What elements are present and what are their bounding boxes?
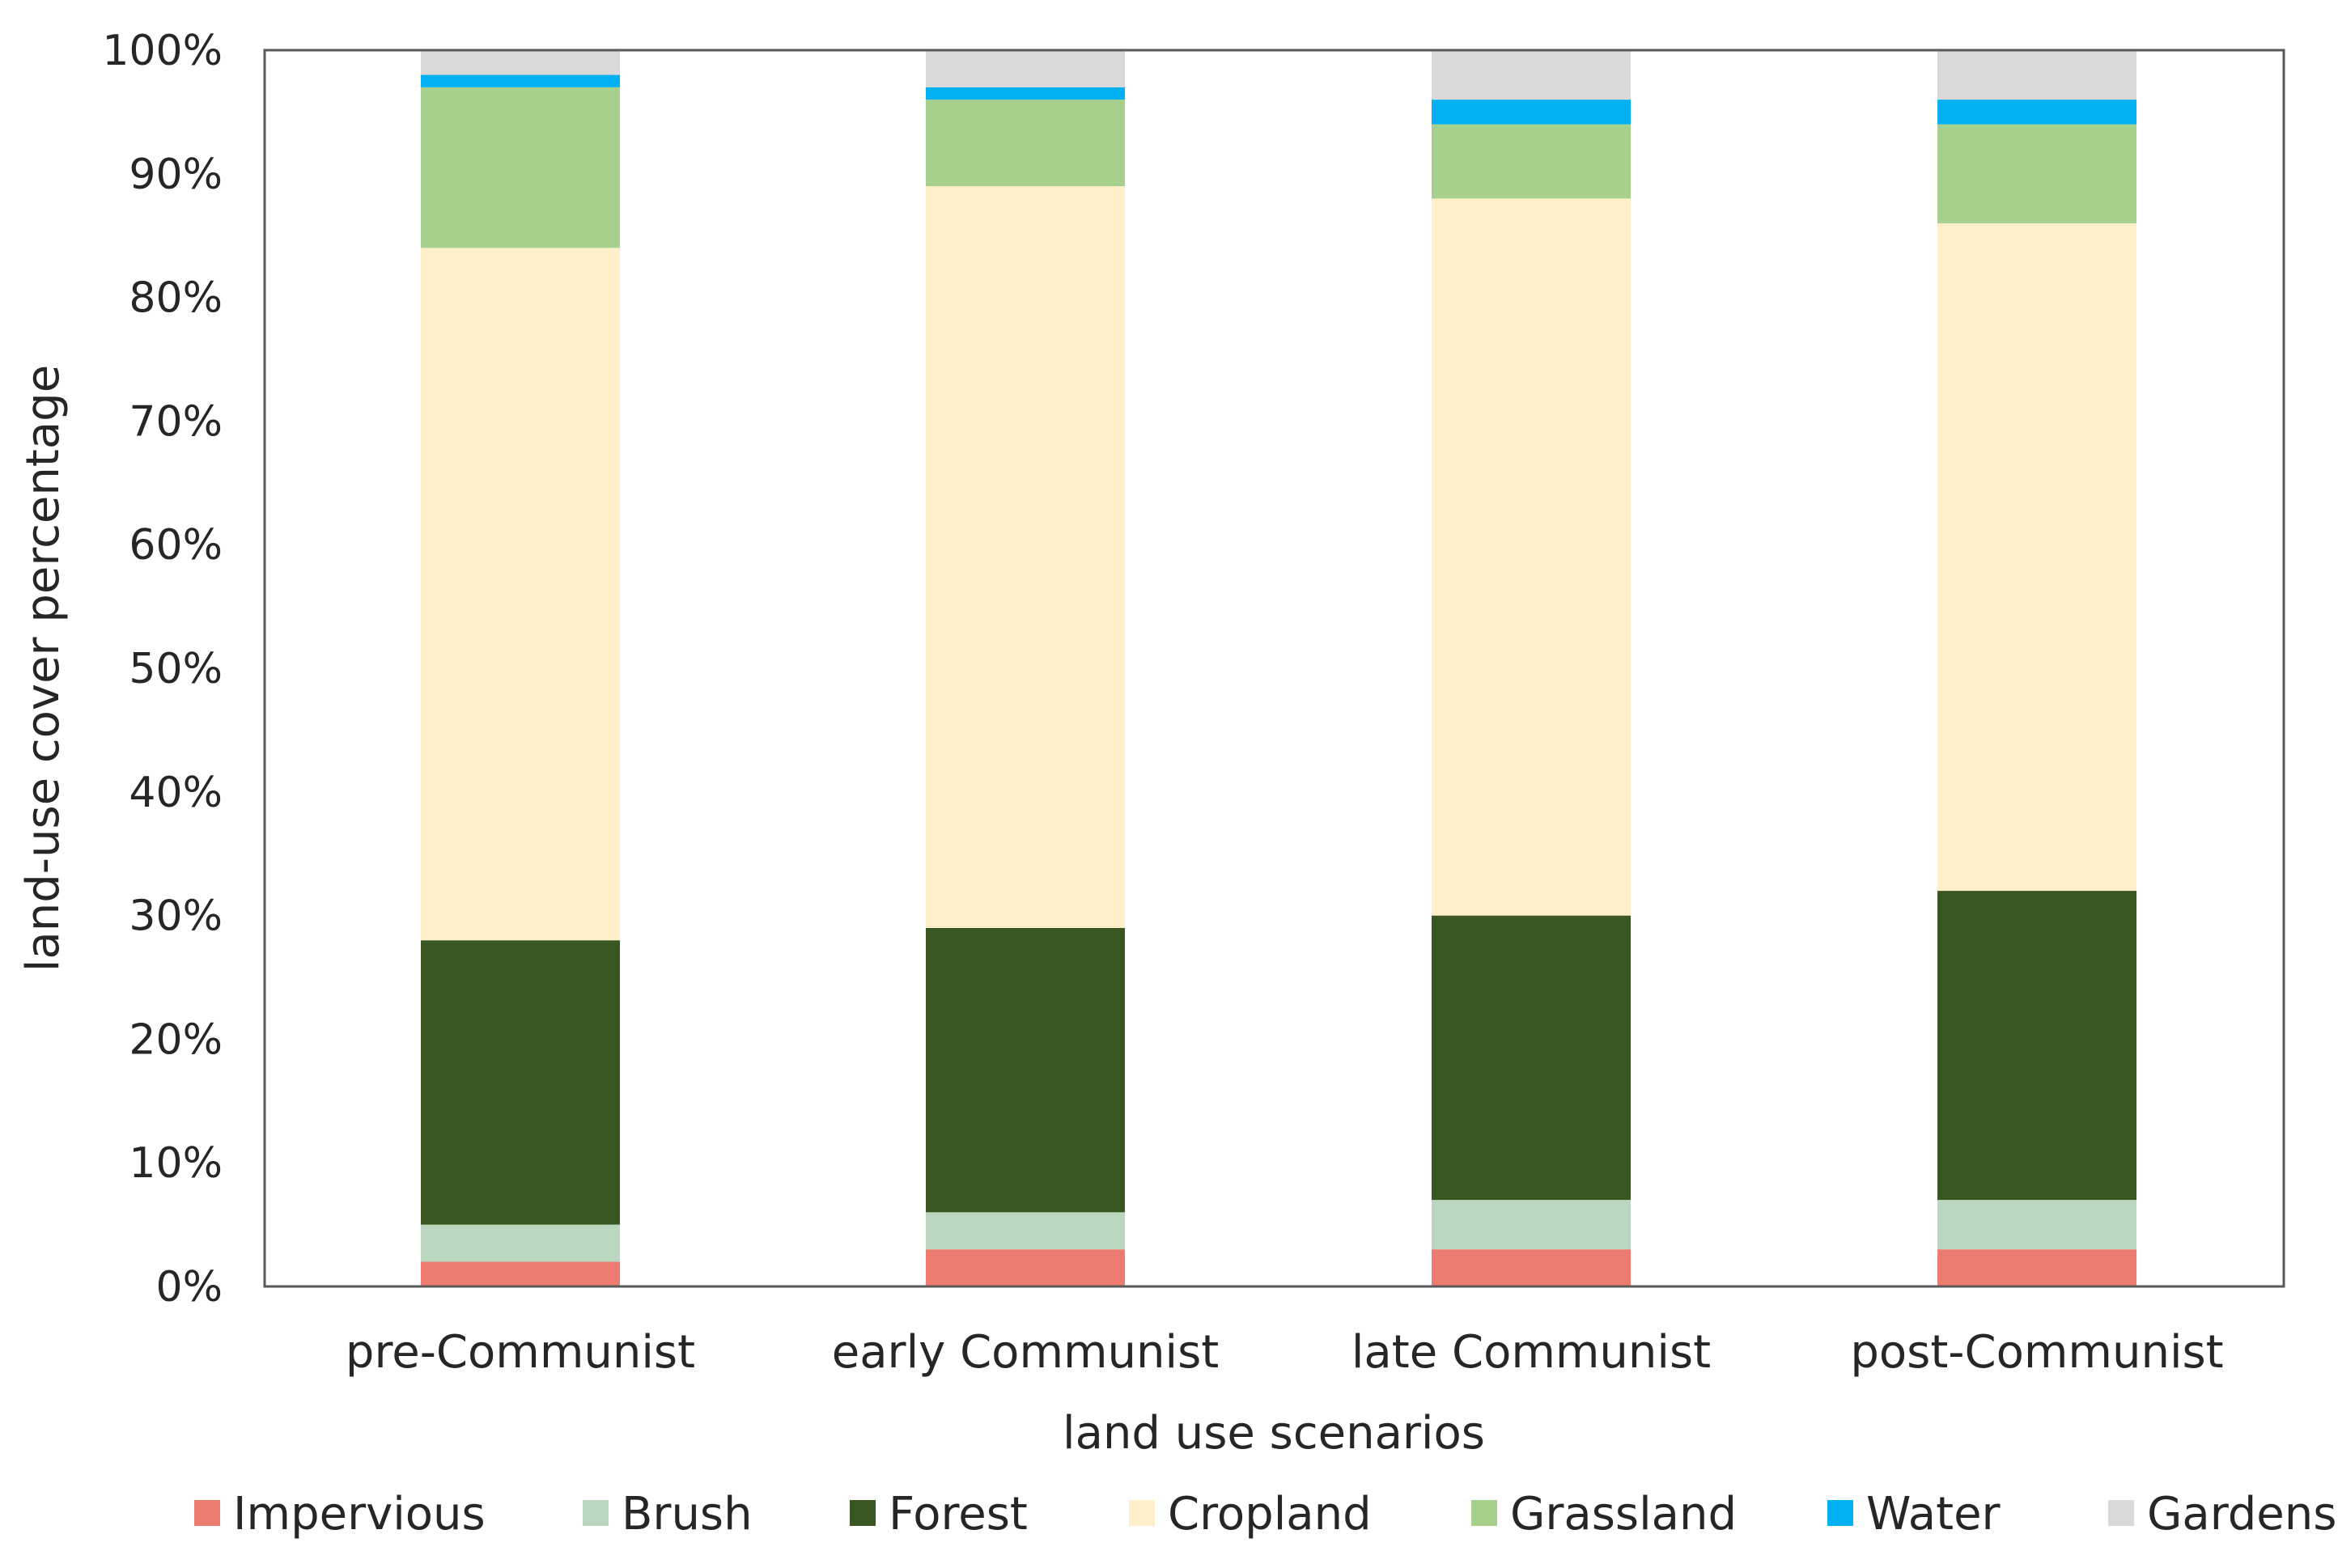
bar-late-communist-grassland <box>1432 124 1631 199</box>
bar-late-communist-brush <box>1432 1200 1631 1250</box>
bar-early-communist-gardens <box>926 50 1125 87</box>
plot-frame <box>263 49 2285 1288</box>
bar-late-communist-water <box>1432 100 1631 125</box>
y-tick-label: 20% <box>129 1015 223 1064</box>
y-tick-label: 100% <box>102 27 223 75</box>
bar-post-communist-forest <box>1937 891 2136 1201</box>
legend: Impervious Brush Forest Cropland Grassland Wa… <box>194 1488 2336 1540</box>
bar-pre-communist-gardens <box>421 50 620 75</box>
bar-pre-communist-cropland <box>421 248 620 941</box>
y-tick-label: 40% <box>129 769 223 817</box>
y-tick-label: 60% <box>129 521 223 570</box>
y-tick-label: 80% <box>129 274 223 323</box>
x-tick-label-pre-communist: pre-Communist <box>346 1326 695 1379</box>
legend-swatch-brush <box>583 1500 609 1526</box>
y-tick-label: 30% <box>129 892 223 941</box>
y-tick-label: 50% <box>129 645 223 693</box>
x-tick-labels: pre-Communist early Communist late Communi… <box>346 1326 2224 1379</box>
y-axis-title: land-use cover percentage <box>17 365 70 972</box>
legend-swatch-forest <box>850 1500 876 1526</box>
legend-label-impervious: Impervious <box>233 1488 486 1540</box>
bar-post-communist-grassland <box>1937 124 2136 223</box>
legend-swatch-water <box>1827 1500 1853 1526</box>
bar-post-communist-water <box>1937 100 2136 125</box>
bar-early-communist-brush <box>926 1212 1125 1250</box>
x-axis-title: land use scenarios <box>1063 1407 1485 1460</box>
bar-early-communist-impervious <box>926 1249 1125 1286</box>
x-tick-label-late-communist: late Communist <box>1351 1326 1711 1379</box>
legend-swatch-cropland <box>1129 1500 1155 1526</box>
bar-post-communist-brush <box>1937 1200 2136 1250</box>
legend-label-brush: Brush <box>622 1488 753 1540</box>
bar-pre-communist-grassland <box>421 87 620 248</box>
legend-label-cropland: Cropland <box>1168 1488 1372 1540</box>
bar-early-communist-water <box>926 87 1125 100</box>
bar-post-communist-gardens <box>1937 50 2136 100</box>
legend-swatch-grassland <box>1471 1500 1497 1526</box>
bar-pre-communist-brush <box>421 1224 620 1262</box>
y-tick-labels: 0% 10% 20% 30% 40% 50% 60% 70% 80% 90% 100% <box>102 27 223 1312</box>
bar-late-communist-impervious <box>1432 1249 1631 1286</box>
legend-label-grassland: Grassland <box>1510 1488 1737 1540</box>
y-tick-label: 0% <box>156 1263 223 1312</box>
legend-label-gardens: Gardens <box>2147 1488 2336 1540</box>
bar-pre-communist-water <box>421 74 620 87</box>
bar-pre-communist-forest <box>421 940 620 1225</box>
bar-pre-communist-impervious <box>421 1261 620 1286</box>
bar-post-communist-impervious <box>1937 1249 2136 1286</box>
bar-late-communist-cropland <box>1432 198 1631 916</box>
x-tick-label-early-communist: early Communist <box>832 1326 1219 1379</box>
bar-late-communist-forest <box>1432 915 1631 1201</box>
legend-label-water: Water <box>1866 1488 2001 1540</box>
bar-post-communist-cropland <box>1937 222 2136 892</box>
bar-early-communist-cropland <box>926 186 1125 928</box>
x-tick-label-post-communist: post-Communist <box>1850 1326 2223 1379</box>
legend-swatch-gardens <box>2108 1500 2134 1526</box>
y-tick-label: 90% <box>129 150 223 199</box>
y-tick-label: 10% <box>129 1139 223 1188</box>
legend-swatch-impervious <box>194 1500 220 1526</box>
bar-early-communist-grassland <box>926 100 1125 187</box>
bar-late-communist-gardens <box>1432 50 1631 100</box>
bar-early-communist-forest <box>926 927 1125 1213</box>
y-tick-label: 70% <box>129 397 223 446</box>
legend-label-forest: Forest <box>889 1488 1028 1540</box>
bars-group <box>421 50 2136 1286</box>
